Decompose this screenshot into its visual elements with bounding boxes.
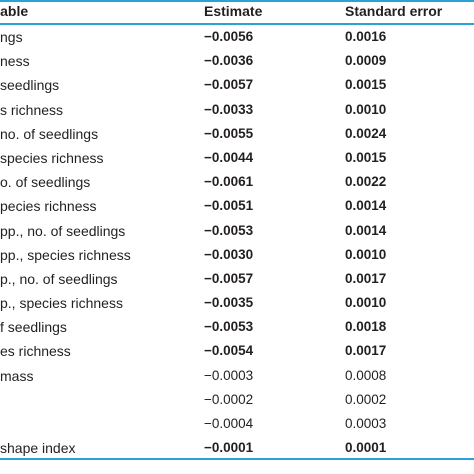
- table-row: p., species richness −0.0035 0.0010: [0, 291, 474, 315]
- row-variable: no. of seedlings: [0, 125, 99, 142]
- row-estimate: −0.0054: [204, 343, 254, 359]
- table-row: seedlings −0.0057 0.0015: [0, 73, 474, 97]
- row-variable: es richness: [0, 343, 71, 360]
- row-standard-error: 0.0010: [345, 246, 387, 262]
- row-estimate: −0.0053: [204, 319, 254, 335]
- row-variable: p., species richness: [0, 295, 123, 312]
- row-variable: mass: [0, 367, 34, 384]
- row-standard-error: 0.0017: [345, 343, 387, 359]
- row-variable: pp., species richness: [0, 246, 131, 263]
- row-standard-error: 0.0014: [345, 222, 387, 238]
- row-variable: ngs: [0, 29, 23, 45]
- row-standard-error: 0.0008: [345, 367, 387, 383]
- row-standard-error: 0.0017: [345, 270, 387, 286]
- row-standard-error: 0.0024: [345, 125, 387, 141]
- table-header: ariable Estimate Standard error: [0, 0, 474, 23]
- row-standard-error: 0.0015: [345, 149, 387, 165]
- row-estimate: −0.0061: [204, 174, 254, 190]
- row-standard-error: 0.0014: [345, 198, 387, 214]
- row-estimate: −0.0035: [204, 295, 254, 311]
- row-variable: ness: [0, 53, 30, 70]
- row-variable: f seedlings: [0, 319, 67, 336]
- row-variable: o. of seedlings: [0, 174, 91, 191]
- row-estimate: −0.0002: [204, 391, 254, 407]
- row-variable: p., no. of seedlings: [0, 270, 118, 287]
- row-estimate: −0.0057: [204, 77, 254, 93]
- table-row: es richness −0.0054 0.0017: [0, 339, 474, 363]
- table-row: s richness −0.0033 0.0010: [0, 98, 474, 122]
- table-row: shape index −0.0001 0.0001: [0, 436, 474, 460]
- row-variable: s richness: [0, 101, 64, 118]
- row-standard-error: 0.0015: [345, 77, 387, 93]
- table-row: pecies richness −0.0051 0.0014: [0, 194, 474, 218]
- table-row: p., no. of seedlings −0.0057 0.0017: [0, 267, 474, 291]
- row-standard-error: 0.0010: [345, 101, 387, 117]
- row-variable: shape index: [0, 440, 76, 457]
- row-estimate: −0.0044: [204, 149, 254, 165]
- row-estimate: −0.0001: [204, 440, 254, 456]
- row-estimate: −0.0056: [204, 29, 254, 44]
- row-standard-error: 0.0018: [345, 319, 387, 335]
- row-estimate: −0.0057: [204, 270, 254, 286]
- row-estimate: −0.0055: [204, 125, 254, 141]
- row-variable: seedlings: [0, 77, 60, 94]
- table-row: −0.0004 0.0003: [0, 412, 474, 436]
- row-standard-error: 0.0009: [345, 53, 387, 69]
- table-body: ngs −0.0056 0.0016 ness −0.0036 0.0009 seedlin…: [0, 25, 474, 460]
- row-standard-error: 0.0022: [345, 174, 387, 190]
- row-variable: species richness: [0, 149, 104, 166]
- row-standard-error: 0.0001: [345, 440, 387, 456]
- header-variable: ariable: [0, 3, 29, 19]
- table-row: −0.0002 0.0002: [0, 388, 474, 412]
- table-row: o. of seedlings −0.0061 0.0022: [0, 170, 474, 194]
- table-row: f seedlings −0.0053 0.0018: [0, 315, 474, 339]
- row-variable: pecies richness: [0, 198, 97, 215]
- row-estimate: −0.0033: [204, 101, 254, 117]
- row-standard-error: 0.0010: [345, 295, 387, 311]
- table-header-rule: [0, 23, 474, 25]
- table-row: species richness −0.0044 0.0015: [0, 146, 474, 170]
- table-row: pp., species richness −0.0030 0.0010: [0, 243, 474, 267]
- row-estimate: −0.0003: [204, 367, 254, 383]
- row-standard-error: 0.0002: [345, 391, 387, 407]
- row-standard-error: 0.0003: [345, 416, 387, 431]
- header-standard-error: Standard error: [345, 3, 443, 19]
- table-row: ness −0.0036 0.0009: [0, 49, 474, 73]
- row-estimate: −0.0036: [204, 53, 254, 69]
- table-bottom-rule: [0, 458, 474, 460]
- table-top-rule: [0, 0, 474, 2]
- row-variable: pp., no. of seedlings: [0, 222, 126, 239]
- table-row: no. of seedlings −0.0055 0.0024: [0, 122, 474, 146]
- table-row: pp., no. of seedlings −0.0053 0.0014: [0, 219, 474, 243]
- row-estimate: −0.0030: [204, 246, 254, 262]
- row-estimate: −0.0053: [204, 222, 254, 238]
- row-estimate: −0.0004: [204, 416, 254, 431]
- row-estimate: −0.0051: [204, 198, 254, 214]
- row-standard-error: 0.0016: [345, 29, 387, 44]
- table-row: ngs −0.0056 0.0016: [0, 25, 474, 49]
- table-row: mass −0.0003 0.0008: [0, 364, 474, 388]
- header-estimate: Estimate: [204, 3, 263, 19]
